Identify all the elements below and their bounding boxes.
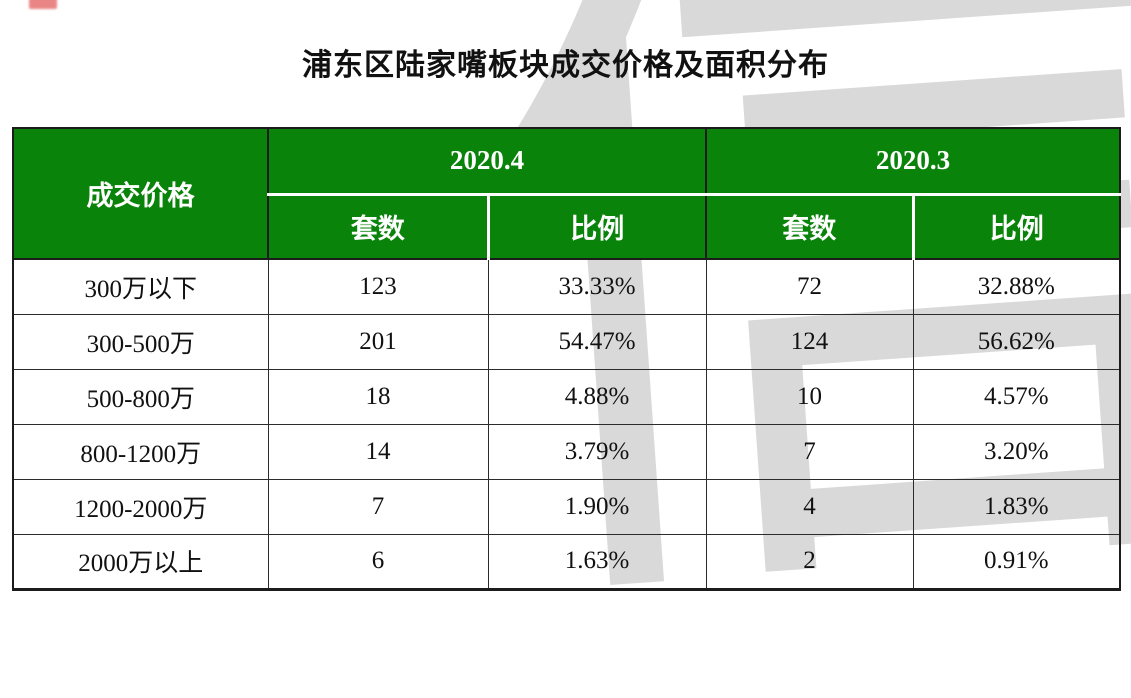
header-period-2020-3: 2020.3 — [706, 128, 1120, 196]
table-row: 2000万以上 6 1.63% 2 0.91% — [12, 533, 1121, 590]
cell-pct: 56.62% — [912, 313, 1121, 370]
red-stamp-mark — [29, 0, 57, 9]
cell-pct: 1.90% — [487, 478, 707, 535]
cell-units: 14 — [267, 423, 489, 480]
header-units-2020-4: 套数 — [268, 194, 490, 259]
cell-pct: 4.57% — [912, 368, 1121, 425]
table-row: 800-1200万 14 3.79% 7 3.20% — [12, 423, 1121, 480]
cell-price-range: 2000万以上 — [12, 533, 269, 590]
cell-pct: 0.91% — [912, 533, 1121, 590]
cell-units: 4 — [705, 478, 914, 535]
cell-pct: 3.79% — [487, 423, 707, 480]
cell-pct: 3.20% — [912, 423, 1121, 480]
cell-units: 2 — [705, 533, 914, 590]
cell-units: 10 — [705, 368, 914, 425]
table-row: 1200-2000万 7 1.90% 4 1.83% — [12, 478, 1121, 535]
cell-pct: 33.33% — [487, 258, 707, 315]
cell-pct: 1.63% — [487, 533, 707, 590]
cell-pct: 1.83% — [912, 478, 1121, 535]
cell-price-range: 300-500万 — [12, 313, 269, 370]
cell-units: 7 — [267, 478, 489, 535]
cell-units: 7 — [705, 423, 914, 480]
cell-units: 6 — [267, 533, 489, 590]
cell-units: 18 — [267, 368, 489, 425]
cell-units: 201 — [267, 313, 489, 370]
price-distribution-table: 成交价格 2020.4 2020.3 套数 比例 套数 比例 300万以下 12… — [12, 127, 1121, 591]
cell-units: 123 — [267, 258, 489, 315]
page-title: 浦东区陆家嘴板块成交价格及面积分布 — [302, 49, 829, 82]
cell-price-range: 500-800万 — [12, 368, 269, 425]
header-units-2020-3: 套数 — [706, 194, 915, 259]
cell-pct: 32.88% — [912, 258, 1121, 315]
cell-price-range: 1200-2000万 — [12, 478, 269, 535]
table-row: 500-800万 18 4.88% 10 4.57% — [12, 368, 1121, 425]
header-pct-2020-3: 比例 — [913, 194, 1120, 259]
cell-pct: 4.88% — [487, 368, 707, 425]
cell-price-range: 800-1200万 — [12, 423, 269, 480]
cell-price-range: 300万以下 — [12, 258, 269, 315]
header-period-2020-4: 2020.4 — [268, 128, 707, 196]
cell-units: 124 — [705, 313, 914, 370]
cell-pct: 54.47% — [487, 313, 707, 370]
header-price-label: 成交价格 — [13, 128, 269, 259]
header-pct-2020-4: 比例 — [488, 194, 707, 259]
cell-units: 72 — [705, 258, 914, 315]
table-row: 300万以下 123 33.33% 72 32.88% — [12, 258, 1121, 315]
table-row: 300-500万 201 54.47% 124 56.62% — [12, 313, 1121, 370]
